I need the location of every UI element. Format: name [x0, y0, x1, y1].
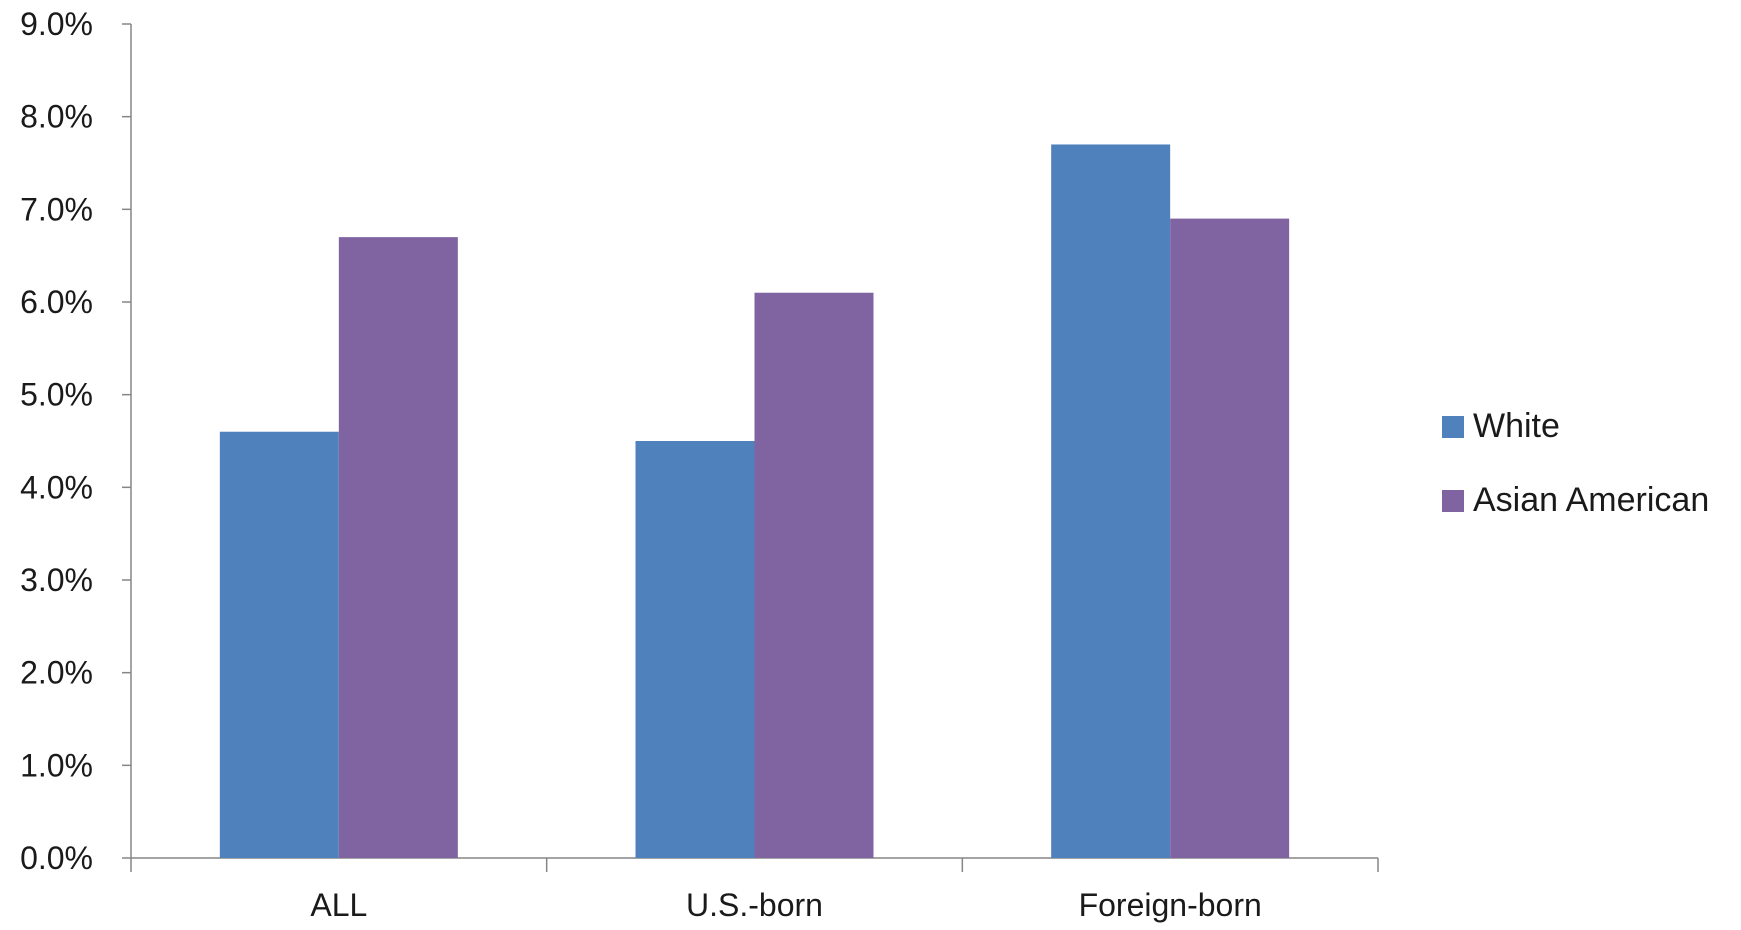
y-tick-label: 2.0%	[20, 655, 93, 691]
y-tick-label: 3.0%	[20, 562, 93, 598]
y-tick-label: 6.0%	[20, 284, 93, 320]
bar-asian-american-u-s-born	[754, 292, 874, 858]
y-tick-label: 4.0%	[20, 469, 93, 505]
x-tick-label: U.S.-born	[686, 887, 823, 923]
bar-asian-american-all	[338, 237, 458, 859]
x-tick-label: ALL	[310, 887, 367, 923]
bar-white-foreign-born	[1051, 144, 1171, 858]
legend-swatch-white	[1442, 416, 1464, 438]
bar-white-all	[219, 431, 339, 858]
bar-asian-american-foreign-born	[1170, 218, 1290, 859]
legend-label: Asian American	[1473, 481, 1709, 519]
y-tick-label: 9.0%	[20, 6, 93, 42]
y-tick-label: 7.0%	[20, 191, 93, 227]
y-tick-label: 0.0%	[20, 840, 93, 876]
x-tick-label: Foreign-born	[1079, 887, 1262, 923]
y-tick-label: 8.0%	[20, 99, 93, 135]
bar-white-u-s-born	[635, 441, 755, 858]
y-tick-label: 1.0%	[20, 747, 93, 783]
legend-label: White	[1473, 407, 1560, 445]
legend-swatch-asian-american	[1442, 490, 1464, 512]
y-tick-label: 5.0%	[20, 377, 93, 413]
